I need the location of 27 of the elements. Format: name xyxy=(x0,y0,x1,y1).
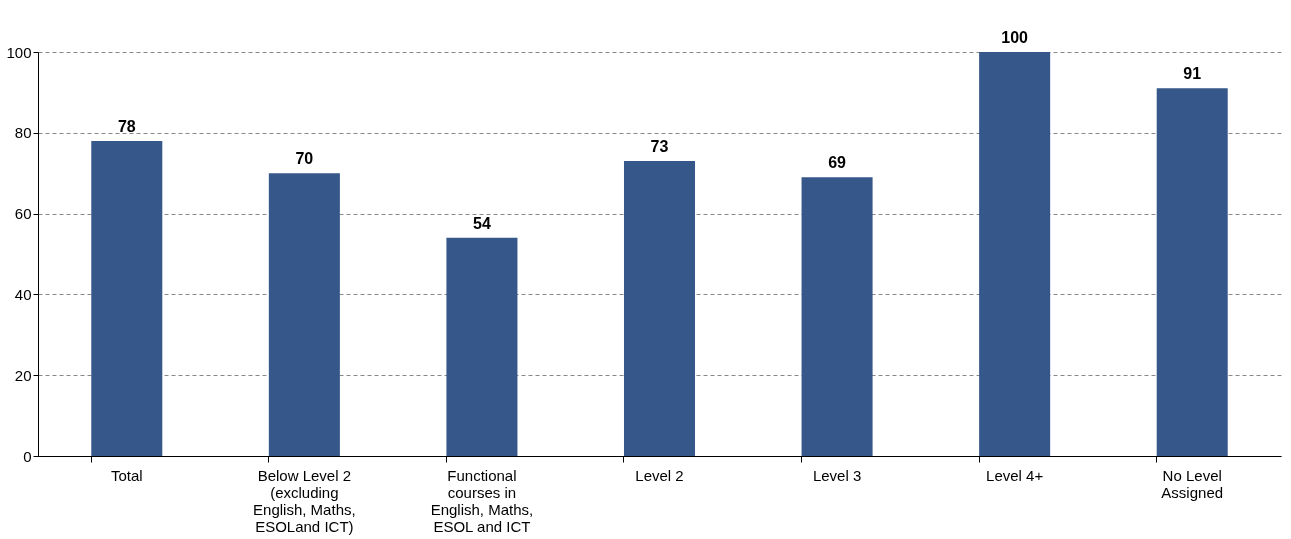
y-tick-label: 80 xyxy=(14,124,32,142)
bar xyxy=(623,161,696,456)
bar xyxy=(91,140,163,456)
x-tick-label: Level 4+ xyxy=(986,466,1044,484)
x-tick-label: Level 3 xyxy=(812,466,862,484)
y-tick-label: 20 xyxy=(14,366,32,384)
x-tick-label: No Level Assigned xyxy=(1161,466,1224,501)
x-tick-label: Below Level 2 (excluding English, Maths, ESOLand ICT) xyxy=(253,466,356,535)
data-label: 69 xyxy=(828,154,847,172)
bar xyxy=(268,173,340,456)
bar xyxy=(1156,88,1228,456)
data-label: 54 xyxy=(473,214,491,232)
bar xyxy=(801,177,873,456)
x-tick-label: Functional courses in English, Maths, ESOL and ICT xyxy=(430,466,534,535)
data-label: 91 xyxy=(1183,65,1202,83)
data-label: 70 xyxy=(295,150,314,168)
x-tick-label: Total xyxy=(110,466,143,484)
data-label: 78 xyxy=(117,117,136,135)
bar xyxy=(979,52,1051,456)
y-tick-label: 0 xyxy=(23,447,32,465)
y-tick-label: 60 xyxy=(14,205,32,223)
data-label: 100 xyxy=(1001,29,1029,46)
x-tick-label: Level 2 xyxy=(635,466,684,484)
data-label: 73 xyxy=(650,138,669,156)
y-tick-label: 100 xyxy=(6,43,32,61)
bar xyxy=(446,237,518,456)
y-tick-label: 40 xyxy=(14,285,32,303)
